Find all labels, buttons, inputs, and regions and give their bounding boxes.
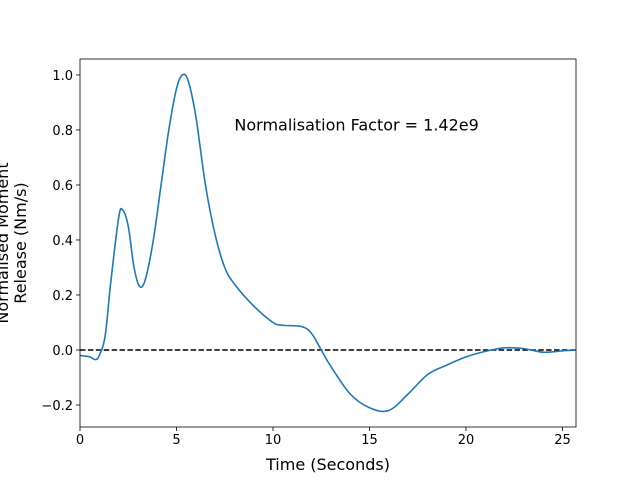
x-tick-label: 25 — [554, 433, 571, 448]
y-tick-label: 0.2 — [52, 289, 73, 304]
plot-frame — [79, 58, 577, 428]
y-axis-label-line: Release (Nm/s) — [11, 182, 30, 303]
y-tick-label: −0.2 — [41, 399, 73, 414]
x-axis-label: Time (Seconds) — [265, 455, 390, 474]
y-tick-label: 0.0 — [52, 344, 73, 359]
x-tick-label: 15 — [361, 433, 378, 448]
y-tick-label: 0.4 — [52, 234, 73, 249]
x-tick-label: 0 — [76, 433, 84, 448]
annotation: Normalisation Factor = 1.42e9 — [234, 115, 478, 134]
y-axis-label-line: Normalised Moment — [0, 162, 12, 323]
y-tick-label: 1.0 — [52, 69, 73, 84]
x-tick-label: 5 — [172, 433, 180, 448]
x-tick-label: 10 — [265, 433, 282, 448]
data-line — [80, 73, 576, 413]
y-axis-label: Normalised Moment Release (Nm/s) — [0, 162, 30, 323]
x-tick-label: 20 — [458, 433, 475, 448]
y-tick-label: 0.6 — [52, 179, 73, 194]
y-tick-label: 0.8 — [52, 124, 73, 139]
